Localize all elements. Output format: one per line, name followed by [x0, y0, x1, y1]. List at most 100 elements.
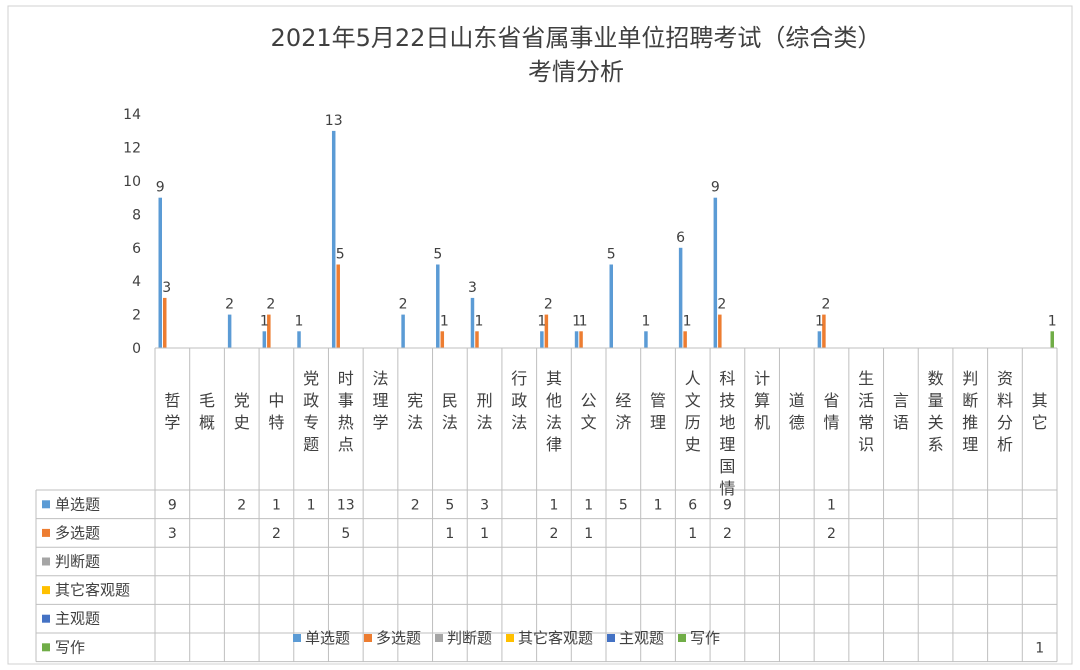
table-cell: 1 — [307, 497, 316, 513]
category-label: 生活常识 — [858, 369, 874, 454]
bar — [158, 197, 162, 348]
data-label: 1 — [815, 313, 824, 329]
table-cell: 1 — [1035, 640, 1044, 656]
data-label: 5 — [336, 247, 345, 263]
table-cell: 1 — [654, 497, 663, 513]
table-cell: 2 — [723, 526, 732, 542]
category-label: 党史 — [234, 391, 250, 432]
y-tick-label: 6 — [132, 241, 141, 257]
series-name: 主观题 — [55, 610, 100, 628]
table-cell: 1 — [584, 526, 593, 542]
legend-label: 其它客观题 — [518, 629, 593, 647]
table-cell: 5 — [445, 497, 454, 513]
series-name: 其它客观题 — [55, 581, 130, 599]
series-name: 写作 — [55, 638, 85, 656]
category-label: 中特 — [268, 391, 284, 432]
bar — [436, 264, 440, 348]
data-label: 1 — [440, 313, 449, 329]
table-cell: 2 — [272, 526, 281, 542]
data-label: 1 — [641, 313, 650, 329]
data-label: 9 — [156, 180, 165, 196]
series-name: 判断题 — [55, 553, 100, 571]
category-label: 法理学 — [372, 369, 388, 432]
category-label: 人文历史 — [685, 369, 701, 454]
bar — [297, 331, 301, 348]
data-label: 1 — [295, 313, 304, 329]
data-label: 9 — [711, 180, 720, 196]
category-label: 计算机 — [754, 369, 770, 432]
data-label: 2 — [544, 297, 553, 313]
legend-label: 单选题 — [305, 629, 350, 647]
data-label: 5 — [433, 247, 442, 263]
table-cell: 5 — [619, 497, 628, 513]
bar — [644, 331, 648, 348]
bar — [163, 297, 167, 348]
category-label: 毛概 — [199, 391, 215, 432]
bar — [678, 247, 683, 348]
chart-frame — [7, 5, 1073, 665]
bar — [817, 331, 822, 348]
category-label: 民法 — [442, 391, 458, 432]
category-label: 刑法 — [477, 391, 493, 432]
category-label: 公文 — [581, 391, 597, 432]
data-label: 1 — [572, 313, 581, 329]
table-cell: 13 — [337, 497, 355, 513]
category-label: 言语 — [893, 391, 909, 432]
category-label: 其他法律 — [546, 369, 562, 454]
bar — [683, 331, 687, 348]
bar — [267, 314, 271, 348]
data-label: 1 — [1048, 313, 1057, 329]
bar — [440, 331, 445, 348]
legend-label: 多选题 — [376, 629, 421, 647]
data-label: 1 — [683, 313, 692, 329]
bar — [227, 314, 232, 348]
legend: 单选题 多选题 判断题 其它客观题 主观题 写作 — [293, 629, 720, 647]
category-label: 管理 — [650, 391, 666, 432]
legend-swatch — [506, 634, 514, 642]
y-tick-label: 8 — [132, 207, 141, 223]
data-label: 6 — [676, 230, 685, 246]
data-label: 3 — [468, 280, 477, 296]
series-name: 多选题 — [55, 524, 100, 542]
series-name: 单选题 — [55, 495, 100, 513]
category-label: 科技地理国情 — [719, 369, 735, 498]
category-label: 哲学 — [164, 391, 180, 432]
series-key — [42, 500, 50, 509]
category-label: 数量关系 — [928, 369, 944, 454]
bar — [544, 314, 549, 348]
bar — [470, 297, 475, 348]
legend-swatch — [435, 634, 443, 642]
series-key — [42, 528, 50, 537]
table-cell: 6 — [688, 497, 697, 513]
category-label: 行政法 — [511, 369, 527, 432]
data-label: 1 — [260, 313, 269, 329]
category-label: 其它 — [1032, 391, 1048, 432]
table-cell: 2 — [827, 526, 836, 542]
bar — [574, 331, 579, 348]
legend-swatch — [678, 634, 686, 642]
table-cell: 1 — [688, 526, 697, 542]
chart-title: 2021年5月22日山东省省属事业单位招聘考试（综合类） — [271, 24, 882, 52]
data-label: 1 — [475, 313, 484, 329]
data-label: 13 — [325, 113, 343, 129]
data-label: 3 — [162, 280, 171, 296]
category-label: 判断推理 — [962, 369, 978, 454]
table-cell: 5 — [341, 526, 350, 542]
table-cell: 9 — [723, 497, 732, 513]
y-tick-label: 12 — [123, 141, 141, 157]
bar — [262, 331, 267, 348]
y-tick-label: 2 — [132, 308, 141, 324]
series-key — [42, 614, 50, 623]
category-label: 省情 — [823, 391, 839, 432]
table-cell: 9 — [168, 497, 177, 513]
y-tick-label: 4 — [132, 274, 141, 290]
series-key — [42, 557, 50, 566]
legend-label: 判断题 — [447, 629, 492, 647]
bar — [822, 314, 826, 348]
bar — [401, 314, 405, 348]
table-cell: 1 — [480, 526, 489, 542]
bar — [475, 331, 479, 348]
y-tick-label: 0 — [132, 341, 141, 357]
data-label: 1 — [537, 313, 546, 329]
category-label: 道德 — [789, 391, 805, 432]
